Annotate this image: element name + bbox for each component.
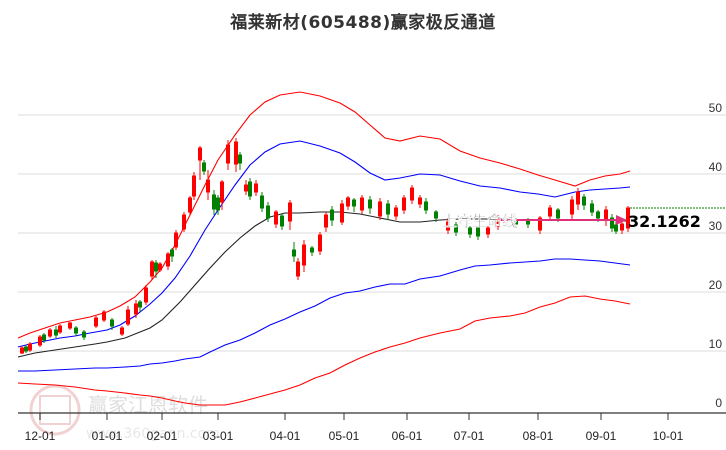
arrow-icon [500,215,627,225]
y-tick-0: 0 [715,396,722,410]
lower-inner-band-line [18,258,631,372]
y-tick-30: 30 [709,219,723,233]
candlesticks [20,138,630,354]
upper-outer-band-line [17,91,631,339]
x-tick-03-01: 03-01 [203,429,234,443]
x-tick-02-01: 02-01 [147,429,178,443]
upper-inner-band-line [17,140,631,348]
x-axis: 12-01 01-01 02-01 03-01 04-01 05-01 06-0… [18,412,726,443]
x-tick-10-01: 10-01 [653,429,684,443]
lower-outer-band-line [17,295,631,406]
y-tick-40: 40 [709,160,723,174]
x-tick-07-01: 07-01 [454,429,485,443]
chart-title: 福莱新材(605488)赢家极反通道 [230,13,496,33]
x-tick-09-01: 09-01 [586,429,617,443]
annotation-crossover-label: 上穿生命线 [442,212,517,230]
x-tick-12-01: 12-01 [25,429,56,443]
watermark: 赢家江恩软件 www.360gann.com [29,384,220,442]
y-tick-20: 20 [709,278,723,292]
y-axis: 50 40 30 20 10 0 [709,101,723,410]
watermark-url: www.360gann.com [86,426,220,442]
x-tick-01-01: 01-01 [92,429,123,443]
x-tick-04-01: 04-01 [270,429,301,443]
grid-lines [18,114,726,352]
y-tick-50: 50 [709,101,723,115]
x-tick-05-01: 05-01 [329,429,360,443]
y-tick-10: 10 [709,337,723,351]
x-tick-06-01: 06-01 [392,429,423,443]
life-line [17,211,628,358]
annotation-value: 32.1262 [628,212,701,231]
x-tick-08-01: 08-01 [523,429,554,443]
